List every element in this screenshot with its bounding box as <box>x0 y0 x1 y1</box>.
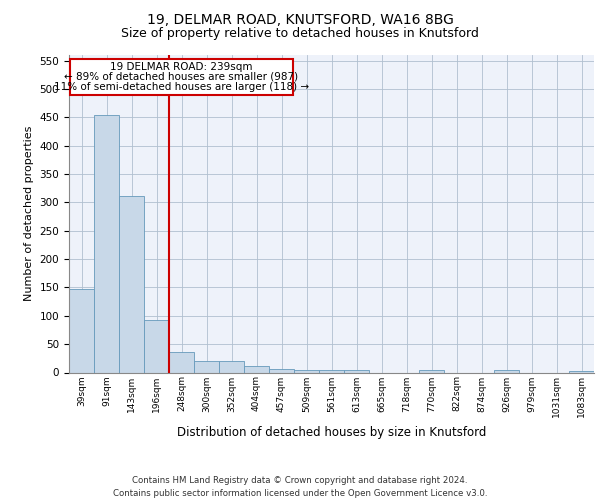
Text: Contains HM Land Registry data © Crown copyright and database right 2024.
Contai: Contains HM Land Registry data © Crown c… <box>113 476 487 498</box>
Bar <box>194 361 219 372</box>
X-axis label: Distribution of detached houses by size in Knutsford: Distribution of detached houses by size … <box>177 426 486 438</box>
Bar <box>319 370 344 372</box>
Bar <box>94 114 119 372</box>
Bar <box>70 59 293 94</box>
Bar <box>269 368 294 372</box>
Text: Size of property relative to detached houses in Knutsford: Size of property relative to detached ho… <box>121 28 479 40</box>
Bar <box>119 196 144 372</box>
Bar <box>419 370 444 372</box>
Bar <box>344 370 369 372</box>
Bar <box>219 361 244 372</box>
Bar <box>294 370 319 372</box>
Y-axis label: Number of detached properties: Number of detached properties <box>24 126 34 302</box>
Bar <box>169 352 194 372</box>
Bar <box>69 288 94 372</box>
Text: ← 89% of detached houses are smaller (987): ← 89% of detached houses are smaller (98… <box>64 72 299 82</box>
Bar <box>494 370 519 372</box>
Text: 19 DELMAR ROAD: 239sqm: 19 DELMAR ROAD: 239sqm <box>110 62 253 72</box>
Bar <box>144 320 169 372</box>
Bar <box>569 371 594 372</box>
Text: 11% of semi-detached houses are larger (118) →: 11% of semi-detached houses are larger (… <box>54 82 309 92</box>
Text: 19, DELMAR ROAD, KNUTSFORD, WA16 8BG: 19, DELMAR ROAD, KNUTSFORD, WA16 8BG <box>146 12 454 26</box>
Bar <box>244 366 269 372</box>
